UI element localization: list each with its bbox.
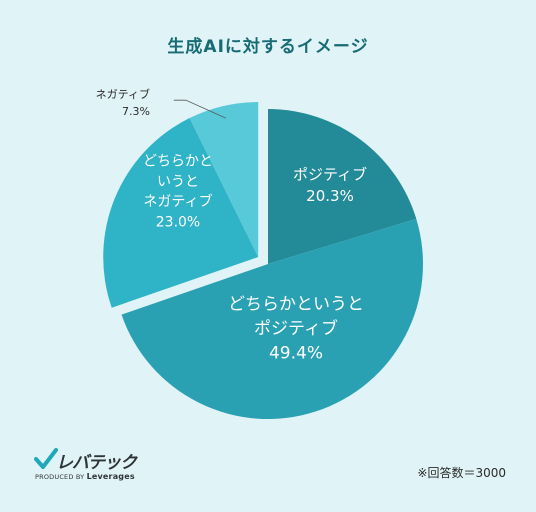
leader-line [173, 99, 226, 119]
slice-label: ポジティブ [254, 318, 338, 339]
slice-label: ネガティブ [143, 193, 212, 210]
logo-produced-by-text: PRODUCED BY [35, 473, 85, 481]
slice-label: ポジティブ [293, 165, 367, 183]
pie-slice [103, 118, 259, 308]
slice-value-label: 49.4% [269, 344, 323, 364]
response-count-note: ※回答数＝3000 [417, 466, 506, 480]
check-mark-icon [34, 448, 58, 469]
slice-value-label: 23.0% [156, 214, 200, 230]
slice-value-label: 7.3% [122, 105, 150, 118]
slice-label: ネガティブ [96, 87, 150, 101]
slice-label: どちらかと [143, 153, 213, 169]
logo-name: レバテック [56, 453, 137, 473]
slice-value-label: 20.3% [306, 187, 354, 205]
logo: レバテック PRODUCED BY Leverages [34, 447, 154, 487]
chart-title: 生成AIに対するイメージ [167, 37, 369, 57]
slice-label: いうと [157, 174, 199, 190]
pie-slice [189, 102, 259, 258]
slice-label: どちらかというと [228, 294, 364, 314]
logo-produced-by: PRODUCED BY Leverages [35, 472, 135, 481]
pie-slice [268, 109, 417, 264]
logo-brand: Leverages [86, 472, 135, 481]
pie-slice [121, 218, 423, 419]
